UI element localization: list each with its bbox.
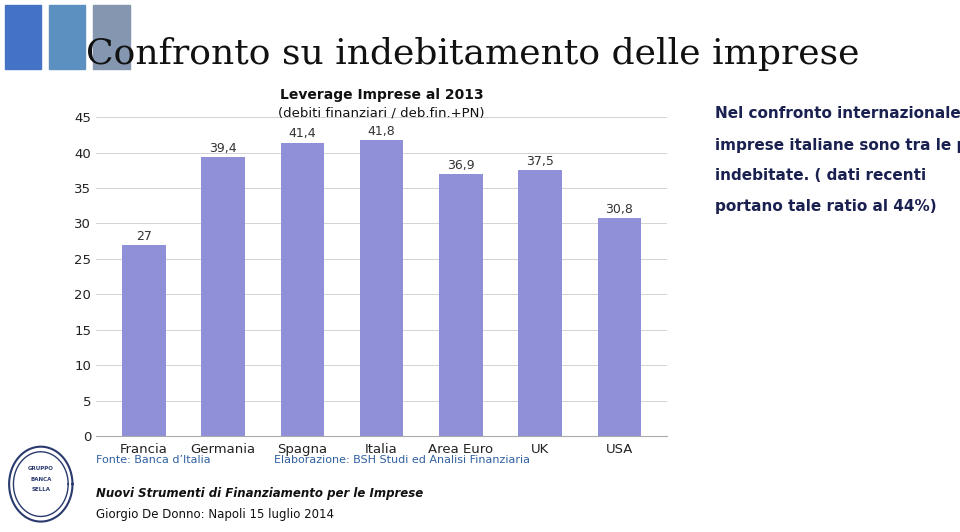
Text: Elaborazione: BSH Studi ed Analisi Finanziaria: Elaborazione: BSH Studi ed Analisi Finan…: [274, 455, 530, 465]
Bar: [280, 143, 324, 436]
Text: imprese italiane sono tra le più: imprese italiane sono tra le più: [715, 137, 960, 153]
Text: 36,9: 36,9: [447, 160, 474, 172]
Text: 41,4: 41,4: [289, 128, 316, 140]
Text: 37,5: 37,5: [526, 155, 554, 168]
Bar: [122, 245, 165, 436]
Text: Nuovi Strumenti di Finanziamento per le Imprese: Nuovi Strumenti di Finanziamento per le …: [96, 487, 423, 500]
Text: indebitate. ( dati recenti: indebitate. ( dati recenti: [715, 168, 926, 183]
Bar: [5, 5, 41, 69]
Text: SELLA: SELLA: [32, 487, 50, 492]
Bar: [518, 170, 562, 436]
Text: 30,8: 30,8: [606, 203, 634, 215]
Bar: [202, 157, 245, 436]
Text: 27: 27: [135, 230, 152, 243]
Bar: [49, 5, 85, 69]
Text: 41,8: 41,8: [368, 124, 396, 138]
Text: Nel confronto internazionale le: Nel confronto internazionale le: [715, 106, 960, 121]
Text: Leverage Imprese al 2013: Leverage Imprese al 2013: [279, 88, 484, 102]
Bar: [360, 140, 403, 436]
Text: Giorgio De Donno: Napoli 15 luglio 2014: Giorgio De Donno: Napoli 15 luglio 2014: [96, 508, 334, 521]
Bar: [598, 218, 641, 436]
Text: portano tale ratio al 44%): portano tale ratio al 44%): [715, 199, 937, 214]
Text: 39,4: 39,4: [209, 142, 237, 155]
Text: BANCA: BANCA: [30, 477, 52, 483]
Text: Confronto su indebitamento delle imprese: Confronto su indebitamento delle imprese: [86, 37, 860, 71]
Text: Fonte: Banca d’Italia: Fonte: Banca d’Italia: [96, 455, 210, 465]
Bar: [93, 5, 130, 69]
Text: (debiti finanziari / deb.fin.+PN): (debiti finanziari / deb.fin.+PN): [278, 106, 485, 119]
Text: GRUPPO: GRUPPO: [28, 467, 54, 471]
Bar: [439, 174, 483, 436]
